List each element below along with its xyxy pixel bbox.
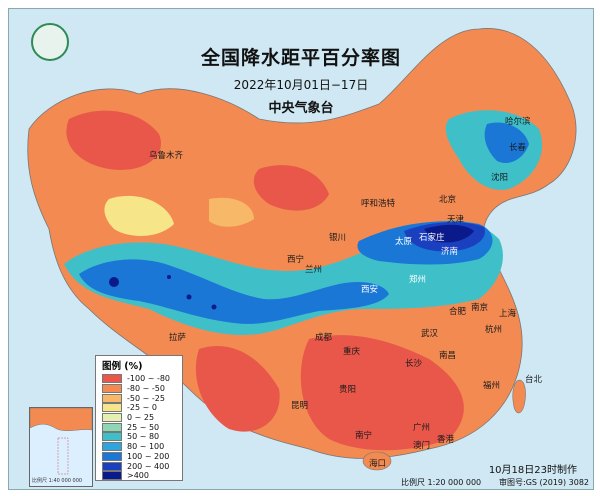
city-label: 天津 <box>447 215 465 225</box>
city-label: 成都 <box>315 333 333 343</box>
date-range: 2022年10月01日−17日 <box>233 78 369 92</box>
precipitation-map <box>9 9 593 489</box>
city-label: 西安 <box>361 285 379 295</box>
legend-item: -100 ~ -80 <box>102 374 182 384</box>
city-label: 拉萨 <box>169 333 187 343</box>
legend-swatch <box>102 461 122 471</box>
city-label: 乌鲁木齐 <box>149 151 184 161</box>
city-label: 北京 <box>439 195 457 205</box>
legend-label: >400 <box>127 471 149 481</box>
city-label: 台北 <box>525 375 543 385</box>
city-label: 哈尔滨 <box>505 117 531 127</box>
legend-label: 25 ~ 50 <box>127 422 160 432</box>
legend-label: -50 ~ -25 <box>127 393 165 403</box>
city-label: 杭州 <box>485 325 503 335</box>
city-label: 重庆 <box>343 347 361 357</box>
city-label: 海口 <box>369 459 387 469</box>
legend-item: 25 ~ 50 <box>102 422 182 432</box>
agency-logo-icon <box>31 23 69 61</box>
city-label: 武汉 <box>421 329 439 339</box>
city-label: 呼和浩特 <box>361 199 396 209</box>
inset-map <box>29 407 93 475</box>
legend-label: 80 ~ 100 <box>127 442 165 452</box>
legend-swatch <box>102 422 122 432</box>
city-label: 贵阳 <box>339 385 357 395</box>
legend-label: -25 ~ 0 <box>127 403 157 413</box>
legend-label: 0 ~ 25 <box>127 413 155 423</box>
legend-swatch <box>102 393 122 403</box>
city-label: 兰州 <box>305 265 323 275</box>
legend-title: 图例 (%) <box>102 361 143 372</box>
city-label: 合肥 <box>449 307 467 317</box>
city-label: 太原 <box>395 237 413 247</box>
legend-swatch <box>102 471 122 481</box>
city-label: 广州 <box>413 423 431 433</box>
south-china-sea-inset: 比例尺 1:40 000 000 <box>29 407 93 487</box>
legend-swatch <box>102 413 122 423</box>
city-label: 银川 <box>329 233 347 243</box>
legend-item: 50 ~ 80 <box>102 432 182 442</box>
city-label: 长春 <box>509 143 527 153</box>
scale-text: 比例尺 1:20 000 000 <box>401 478 482 487</box>
legend-swatch <box>102 403 122 413</box>
legend-item: 200 ~ 400 <box>102 461 182 471</box>
city-label: 南京 <box>471 303 489 313</box>
city-label: 郑州 <box>409 275 427 285</box>
legend-item: -25 ~ 0 <box>102 403 182 413</box>
legend-label: 50 ~ 80 <box>127 432 160 442</box>
legend-label: -100 ~ -80 <box>127 374 171 384</box>
city-label: 香港 <box>437 435 455 445</box>
city-label: 澳门 <box>413 441 431 451</box>
legend-item: >400 <box>102 471 182 481</box>
city-label: 南宁 <box>355 431 373 441</box>
legend-swatch <box>102 374 122 384</box>
legend-swatch <box>102 442 122 452</box>
city-label: 济南 <box>441 247 459 257</box>
legend-label: -80 ~ -50 <box>127 384 165 394</box>
map-frame: 全国降水距平百分率图 2022年10月01日−17日 中央气象台 乌鲁木齐 哈尔… <box>8 8 594 490</box>
city-label: 上海 <box>499 309 517 319</box>
map-title: 全国降水距平百分率图 <box>200 47 401 69</box>
legend-item: -80 ~ -50 <box>102 384 182 394</box>
inset-scale: 比例尺 1:40 000 000 <box>32 478 83 484</box>
city-label: 长沙 <box>405 359 423 369</box>
legend-panel: 图例 (%) -100 ~ -80 -80 ~ -50 -50 ~ -25 -25 ~… <box>95 355 183 481</box>
legend-label: 200 ~ 400 <box>127 461 170 471</box>
map-titles: 全国降水距平百分率图 2022年10月01日−17日 中央气象台 <box>9 43 593 116</box>
legend-item: 100 ~ 200 <box>102 451 182 462</box>
city-label: 南昌 <box>439 351 457 361</box>
city-label: 石家庄 <box>419 233 445 243</box>
agency-name: 中央气象台 <box>268 101 334 116</box>
legend-label: 100 ~ 200 <box>127 451 170 461</box>
city-label: 昆明 <box>291 401 309 411</box>
legend-swatch <box>102 384 122 394</box>
legend-swatch <box>102 451 122 461</box>
legend-item: -50 ~ -25 <box>102 393 182 403</box>
legend-swatch <box>102 432 122 442</box>
legend-item: 80 ~ 100 <box>102 442 182 452</box>
city-label: 西宁 <box>287 255 305 265</box>
map-approval-number: 审图号:GS (2019) 3082号 <box>499 478 590 487</box>
legend-item: 0 ~ 25 <box>102 413 182 423</box>
issued-time: 10月18日23时制作 <box>488 465 577 476</box>
city-label: 沈阳 <box>491 173 509 183</box>
city-label: 福州 <box>483 381 501 391</box>
